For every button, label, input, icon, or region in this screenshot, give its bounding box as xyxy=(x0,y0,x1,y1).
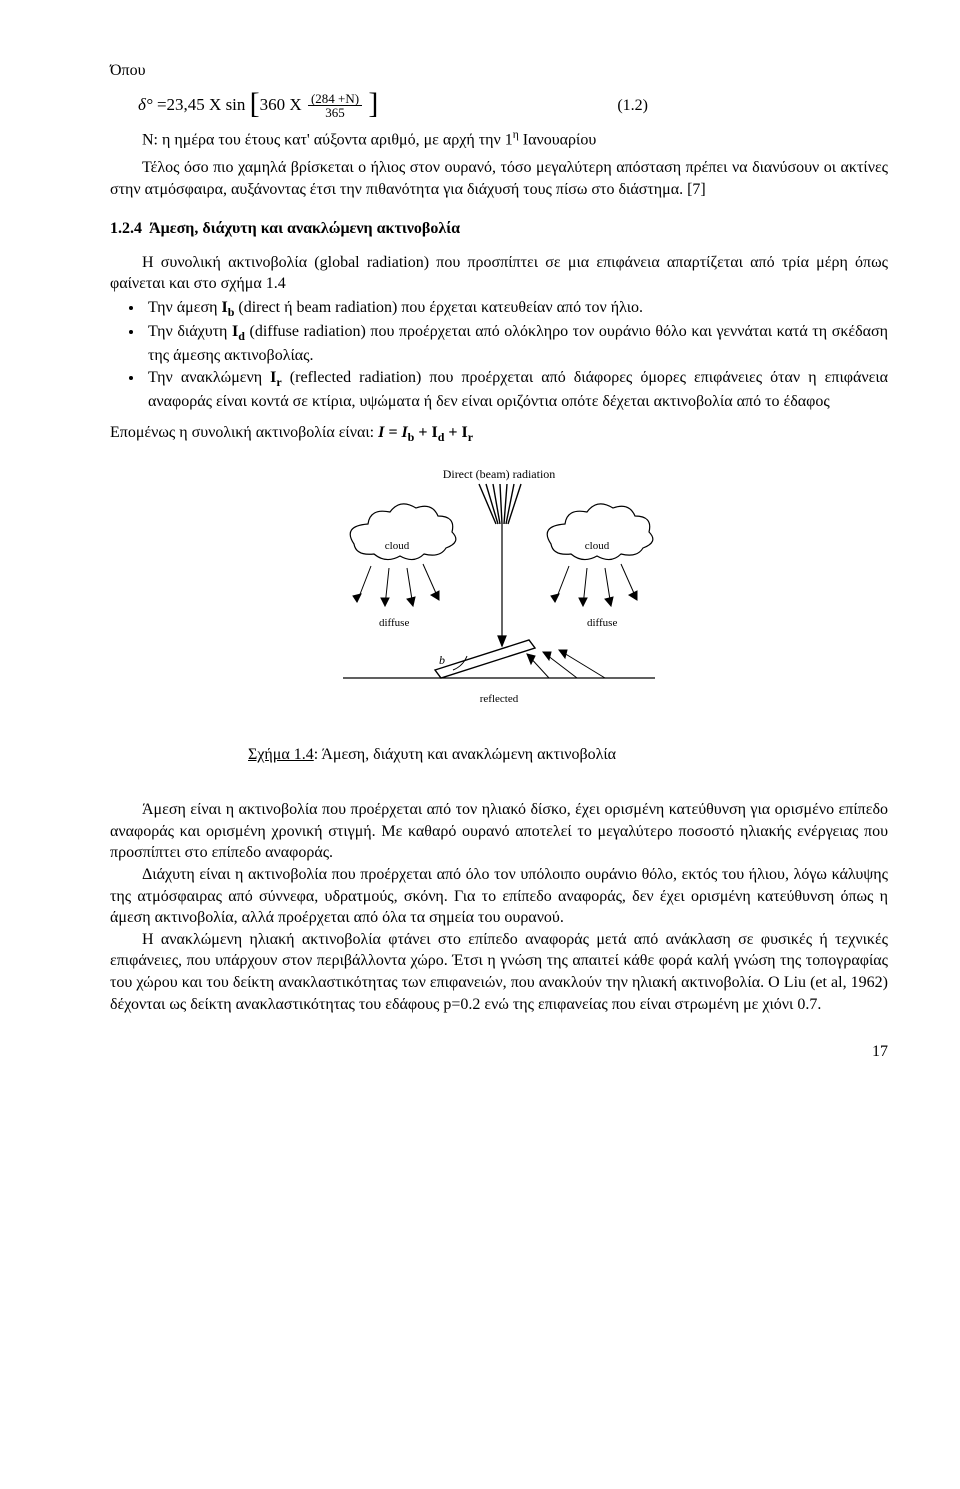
paragraph-4: Διάχυτη είναι η ακτινοβολία που προέρχετ… xyxy=(110,864,888,929)
figure-1-4: Direct (beam) radiation cloud cloud xyxy=(110,464,888,724)
figure-caption-label: Σχήμα 1.4 xyxy=(248,746,314,763)
total-plus1: + I xyxy=(414,424,437,441)
line-after-eq-text: Ν: η ημέρα του έτους κατ' αύξοντα αριθμό… xyxy=(142,131,513,148)
heading-where: Όπου xyxy=(110,60,888,82)
section-title-text: Άμεση, διάχυτη και ανακλώμενη ακτινοβολί… xyxy=(149,220,460,237)
equation-row: δ° =23,45 Χ sin [360 Χ (284 +N)365 ] (1.… xyxy=(110,86,888,127)
cloud-label-right: cloud xyxy=(585,540,610,552)
bullet-pre: Την ανακλώμενη xyxy=(148,369,270,386)
formula-frac-num: (284 +N) xyxy=(308,92,362,106)
equation-formula: δ° =23,45 Χ sin [360 Χ (284 +N)365 ] xyxy=(110,86,378,127)
bullet-pre: Την άμεση xyxy=(148,299,221,316)
equation-number: (1.2) xyxy=(601,95,888,117)
total-eq-lhs: I = I xyxy=(378,424,408,441)
bullet-pre: Την διάχυτη xyxy=(148,323,232,340)
formula-mult: 360 Χ xyxy=(260,95,302,114)
bullet-post: (diffuse radiation) που προέρχεται από ο… xyxy=(148,323,888,363)
bullet-sub: d xyxy=(238,330,245,344)
angle-b-label: b xyxy=(439,653,445,667)
diagram-title: Direct (beam) radiation xyxy=(443,467,556,481)
figure-caption: Σχήμα 1.4: Άμεση, διάχυτη και ανακλώμενη… xyxy=(248,744,888,766)
paragraph-5: Η ανακλώμενη ηλιακή ακτινοβολία φτάνει σ… xyxy=(110,929,888,1015)
list-item: Την διάχυτη Id (diffuse radiation) που π… xyxy=(144,321,888,366)
bullet-list: Την άμεση Ib (direct ή beam radiation) π… xyxy=(110,297,888,412)
figure-caption-text: : Άμεση, διάχυτη και ανακλώμενη ακτινοβο… xyxy=(314,746,616,763)
paragraph-1: Τέλος όσο πιο χαμηλά βρίσκεται ο ήλιος σ… xyxy=(110,157,888,200)
total-pre: Επομένως η συνολική ακτινοβολία είναι: xyxy=(110,424,378,441)
total-radiation-line: Επομένως η συνολική ακτινοβολία είναι: I… xyxy=(110,422,888,445)
diffuse-label-right: diffuse xyxy=(587,617,617,629)
formula-eq: =23,45 Χ sin xyxy=(153,95,246,114)
paragraph-2: Η συνολική ακτινοβολία (global radiation… xyxy=(110,252,888,295)
total-sub3: r xyxy=(468,430,473,444)
section-number: 1.2.4 xyxy=(110,218,142,240)
diffuse-label-left: diffuse xyxy=(379,617,409,629)
line-after-eq: Ν: η ημέρα του έτους κατ' αύξοντα αριθμό… xyxy=(110,128,888,151)
section-heading: 1.2.4 Άμεση, διάχυτη και ανακλώμενη ακτι… xyxy=(110,218,888,240)
list-item: Την άμεση Ib (direct ή beam radiation) π… xyxy=(144,297,888,320)
list-item: Την ανακλώμενη Ir (reflected radiation) … xyxy=(144,367,888,412)
radiation-diagram: Direct (beam) radiation cloud cloud xyxy=(319,464,679,724)
january: Ιανουαρίου xyxy=(519,131,596,148)
bullet-post: (direct ή beam radiation) που έρχεται κα… xyxy=(234,299,643,316)
cloud-label-left: cloud xyxy=(385,540,410,552)
page-number: 17 xyxy=(110,1041,888,1063)
total-plus2: + I xyxy=(444,424,467,441)
formula-frac-den: 365 xyxy=(308,106,362,119)
reflected-label: reflected xyxy=(480,693,519,705)
paragraph-3: Άμεση είναι η ακτινοβολία που προέρχεται… xyxy=(110,799,888,864)
formula-delta: δ° xyxy=(138,95,153,114)
